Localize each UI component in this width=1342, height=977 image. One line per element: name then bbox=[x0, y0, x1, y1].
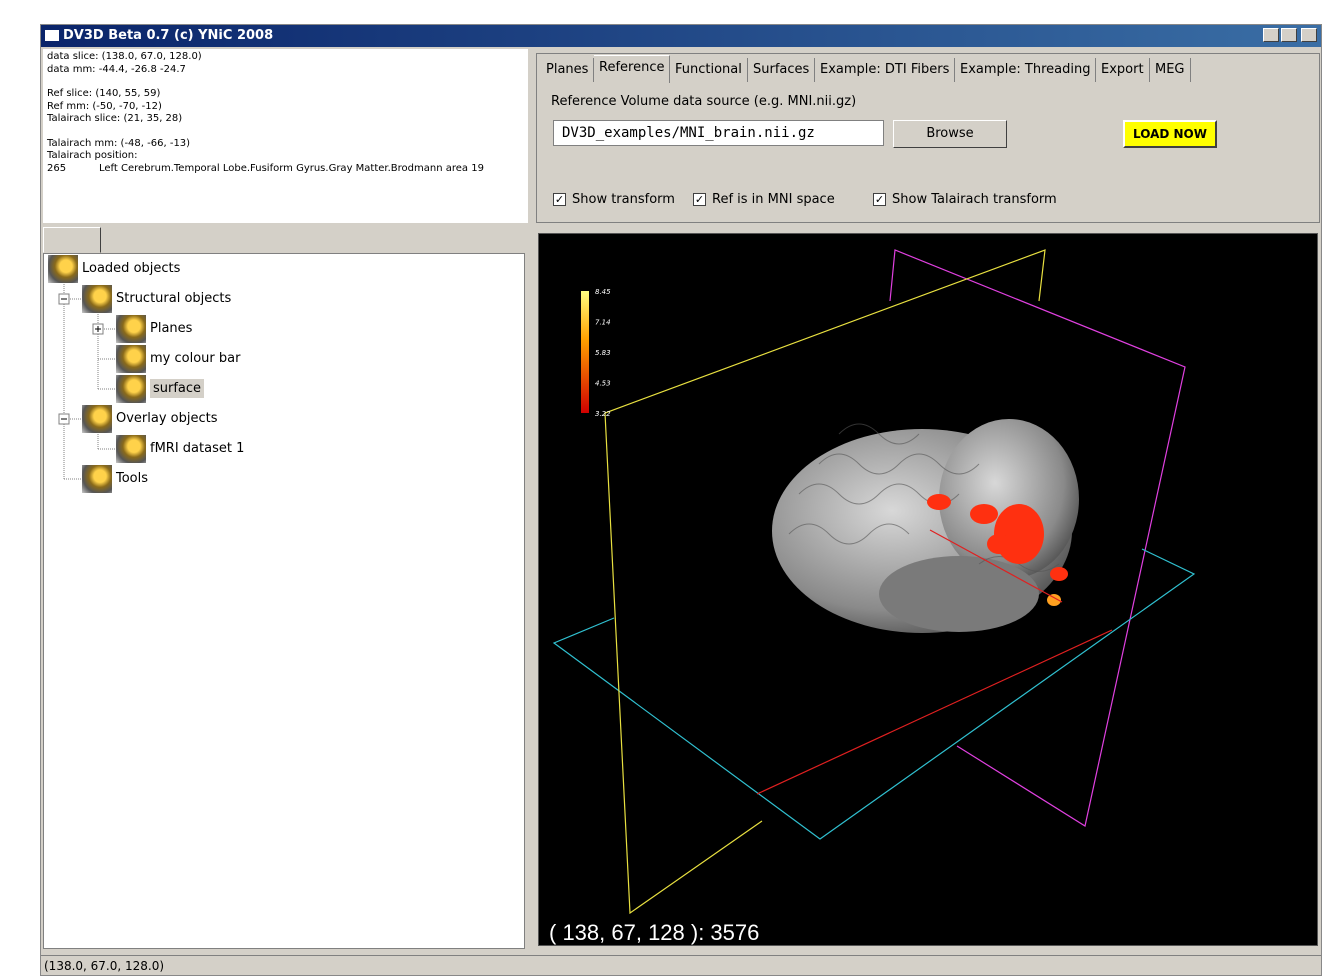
check-label: Show transform bbox=[572, 192, 675, 207]
colorbar bbox=[581, 291, 589, 413]
brain-lobe bbox=[939, 419, 1079, 579]
info-line: Talairach position: bbox=[47, 150, 138, 161]
colorbar-label: 3.22 bbox=[595, 410, 611, 418]
node-icon bbox=[116, 314, 146, 343]
tab[interactable]: MEG bbox=[1150, 58, 1191, 82]
position-label: Left Cerebrum.Temporal Lobe.Fusiform Gyr… bbox=[99, 162, 484, 174]
tab[interactable]: Example: Threading bbox=[955, 58, 1097, 82]
check-label: Show Talairach transform bbox=[892, 192, 1057, 207]
tab[interactable]: Functional bbox=[670, 58, 748, 82]
colorbar-label: 8.45 bbox=[595, 288, 611, 296]
status-text: (138.0, 67.0, 128.0) bbox=[44, 959, 165, 973]
maximize-button[interactable] bbox=[1281, 28, 1297, 42]
node-label: Overlay objects bbox=[116, 411, 218, 426]
checkbox[interactable]: ✓ Ref is in MNI space bbox=[693, 192, 835, 207]
check-box: ✓ bbox=[553, 193, 566, 206]
node-icon bbox=[82, 284, 112, 313]
tree-node[interactable]: Loaded objects bbox=[48, 254, 180, 284]
status-bar: (138.0, 67.0, 128.0) bbox=[41, 955, 1321, 976]
tree-node[interactable]: Structural objects bbox=[82, 284, 231, 314]
tab[interactable]: Surfaces bbox=[748, 58, 816, 82]
info-line: Talairach mm: (-48, -66, -13) bbox=[47, 137, 191, 149]
info-line: Ref mm: (-50, -70, -12) bbox=[47, 100, 162, 112]
checkbox[interactable]: ✓ Show transform bbox=[553, 192, 675, 207]
check-box: ✓ bbox=[873, 193, 886, 206]
colorbar-label: 7.14 bbox=[595, 319, 611, 327]
tab[interactable]: Export bbox=[1096, 58, 1150, 82]
info-panel: data slice: (138.0, 67.0, 128.0) data mm:… bbox=[43, 49, 528, 223]
object-tree: Loaded objects Structural objects Planes my… bbox=[43, 253, 525, 949]
tree-lines bbox=[58, 284, 118, 480]
tree-node[interactable]: surface bbox=[116, 374, 205, 404]
position-line: 265 Left Cerebrum.Temporal Lobe.Fusiform … bbox=[47, 163, 524, 176]
node-icon bbox=[82, 464, 112, 493]
viewer-canvas: 8.45 7.14 5.83 4.53 3.22 ( 138, 67, 128 ): 3… bbox=[549, 249, 1196, 945]
node-icon bbox=[48, 254, 78, 283]
path-input[interactable]: DV3D_examples/MNI_brain.nii.gz bbox=[553, 120, 884, 146]
tree-node[interactable]: fMRI dataset 1 bbox=[116, 434, 244, 464]
tree-node[interactable]: Overlay objects bbox=[82, 404, 218, 434]
node-label: my colour bar bbox=[150, 351, 241, 366]
node-label: surface bbox=[150, 379, 205, 398]
app-icon bbox=[45, 30, 59, 41]
node-icon bbox=[116, 344, 146, 373]
app-window: DV3D Beta 0.7 (c) YNiC 2008 data slice: … bbox=[40, 24, 1322, 976]
tab[interactable]: Planes bbox=[541, 58, 595, 82]
node-icon bbox=[116, 434, 146, 463]
node-label: Loaded objects bbox=[82, 261, 181, 276]
info-line: data mm: -44.4, -26.8 -24.7 bbox=[47, 63, 186, 75]
node-label: Planes bbox=[150, 321, 193, 336]
minimize-button[interactable] bbox=[1263, 28, 1279, 42]
checkbox[interactable]: ✓ Show Talairach transform bbox=[873, 192, 1057, 207]
load-button[interactable]: LOAD NOW bbox=[1123, 120, 1217, 148]
check-box: ✓ bbox=[693, 193, 706, 206]
info-line: data slice: (138.0, 67.0, 128.0) bbox=[47, 51, 202, 62]
colorbar-label: 5.83 bbox=[595, 349, 611, 357]
info-line: Ref slice: (140, 55, 59) bbox=[47, 88, 161, 99]
readout: ( 138, 67, 128 ): 3576 bbox=[549, 920, 759, 945]
position-code: 265 bbox=[47, 162, 67, 174]
tree-node[interactable]: Planes bbox=[116, 314, 192, 344]
title-bar: DV3D Beta 0.7 (c) YNiC 2008 bbox=[41, 25, 1321, 47]
source-label: Reference Volume data source (e.g. MNI.n… bbox=[551, 94, 857, 109]
node-label: Tools bbox=[116, 471, 149, 486]
check-label: Ref is in MNI space bbox=[712, 192, 835, 207]
browse-button[interactable]: Browse bbox=[893, 120, 1007, 148]
activation bbox=[927, 494, 1068, 606]
tab-panel: Reference Volume data source (e.g. MNI.n… bbox=[536, 53, 1320, 223]
3d-viewer: 8.45 7.14 5.83 4.53 3.22 ( 138, 67, 128 ): 3… bbox=[538, 233, 1318, 946]
window-title: DV3D Beta 0.7 (c) YNiC 2008 bbox=[63, 28, 274, 43]
tab[interactable]: Example: DTI Fibers bbox=[815, 58, 956, 82]
node-label: fMRI dataset 1 bbox=[150, 441, 245, 456]
info-line: Talairach slice: (21, 35, 28) bbox=[47, 113, 183, 124]
close-button[interactable] bbox=[1301, 28, 1317, 42]
tree-node[interactable]: Tools bbox=[82, 464, 148, 494]
node-icon bbox=[116, 374, 146, 403]
tree-node[interactable]: my colour bar bbox=[116, 344, 240, 374]
node-icon bbox=[82, 404, 112, 433]
tab[interactable]: Reference bbox=[594, 55, 671, 83]
node-label: Structural objects bbox=[116, 291, 232, 306]
tree-tab[interactable] bbox=[43, 227, 101, 253]
colorbar-label: 4.53 bbox=[595, 380, 611, 388]
cerebellum bbox=[879, 556, 1039, 632]
